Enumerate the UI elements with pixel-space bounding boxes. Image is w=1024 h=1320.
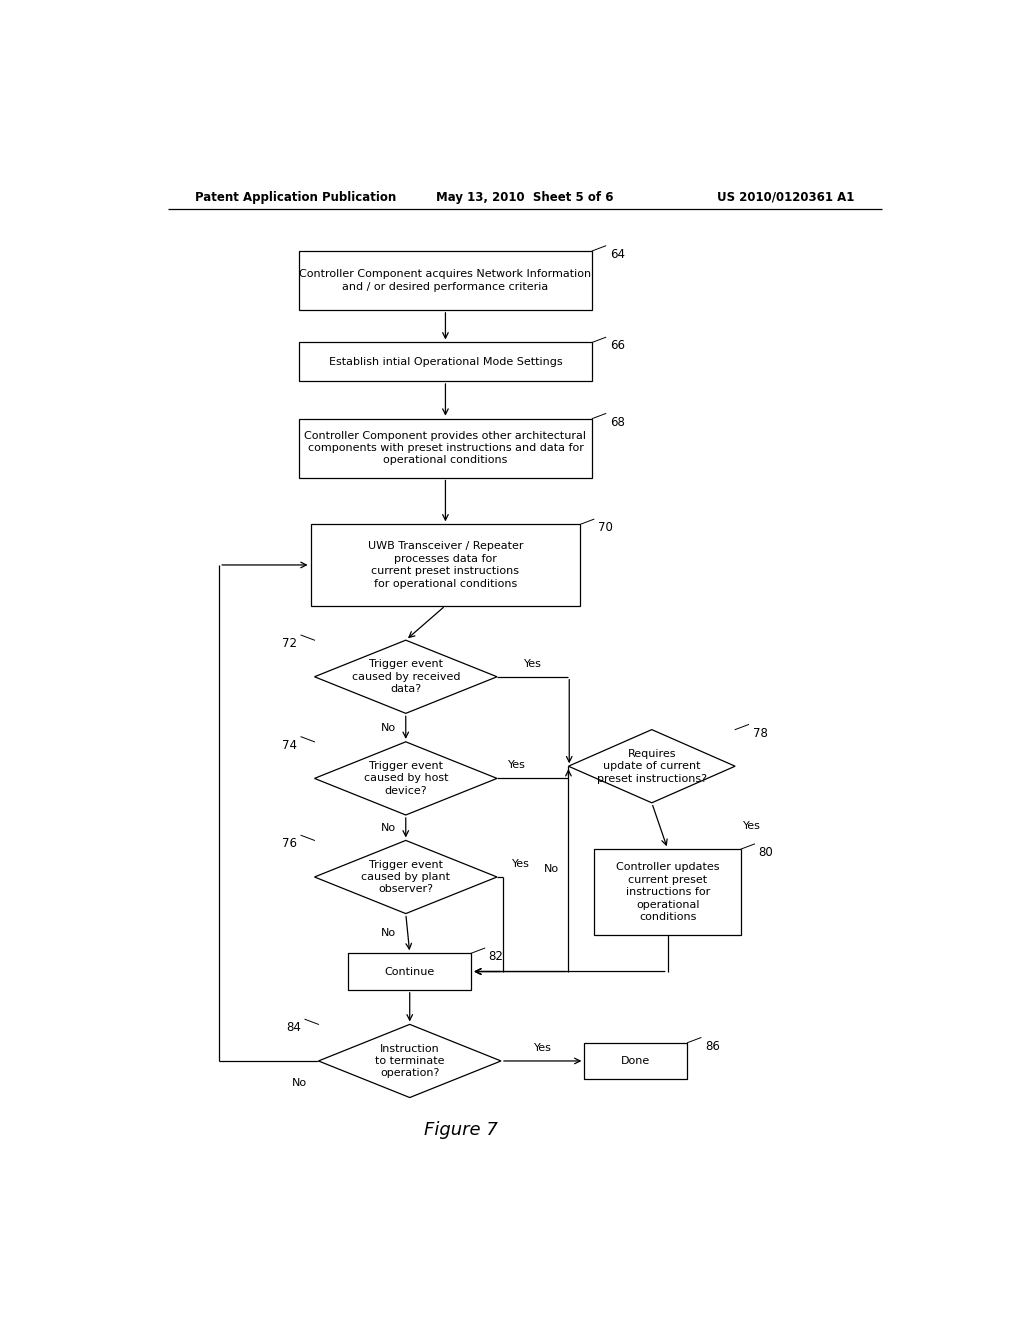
FancyBboxPatch shape — [299, 342, 592, 381]
Text: Yes: Yes — [512, 859, 529, 869]
Text: 66: 66 — [609, 339, 625, 352]
FancyBboxPatch shape — [310, 524, 581, 606]
Text: Trigger event
caused by plant
observer?: Trigger event caused by plant observer? — [361, 859, 451, 895]
Text: May 13, 2010  Sheet 5 of 6: May 13, 2010 Sheet 5 of 6 — [436, 190, 613, 203]
Text: Controller Component provides other architectural
components with preset instruc: Controller Component provides other arch… — [304, 430, 587, 466]
Text: 64: 64 — [609, 248, 625, 261]
Text: 72: 72 — [282, 638, 297, 651]
Polygon shape — [568, 730, 735, 803]
Text: Instruction
to terminate
operation?: Instruction to terminate operation? — [375, 1044, 444, 1078]
Text: 86: 86 — [705, 1040, 720, 1052]
Text: Yes: Yes — [534, 1043, 552, 1053]
Text: 70: 70 — [598, 521, 612, 535]
Text: No: No — [544, 863, 559, 874]
Text: No: No — [381, 928, 396, 939]
Text: No: No — [381, 822, 396, 833]
Text: Trigger event
caused by host
device?: Trigger event caused by host device? — [364, 762, 449, 796]
Text: UWB Transceiver / Repeater
processes data for
current preset instructions
for op: UWB Transceiver / Repeater processes dat… — [368, 541, 523, 589]
Text: Done: Done — [622, 1056, 650, 1067]
Text: Requires
update of current
preset instructions?: Requires update of current preset instru… — [597, 748, 707, 784]
Text: Controller Component acquires Network Information
and / or desired performance c: Controller Component acquires Network In… — [299, 269, 592, 292]
Text: Yes: Yes — [508, 760, 525, 770]
FancyBboxPatch shape — [299, 418, 592, 478]
Text: Controller updates
current preset
instructions for
operational
conditions: Controller updates current preset instru… — [615, 862, 720, 923]
Text: 76: 76 — [282, 837, 297, 850]
Polygon shape — [314, 742, 497, 814]
Text: 84: 84 — [286, 1022, 301, 1035]
Polygon shape — [314, 841, 497, 913]
FancyBboxPatch shape — [348, 953, 471, 990]
Text: Trigger event
caused by received
data?: Trigger event caused by received data? — [351, 660, 460, 694]
Text: Establish intial Operational Mode Settings: Establish intial Operational Mode Settin… — [329, 356, 562, 367]
Text: 68: 68 — [609, 416, 625, 429]
Text: No: No — [292, 1078, 306, 1088]
FancyBboxPatch shape — [585, 1043, 687, 1080]
Text: US 2010/0120361 A1: US 2010/0120361 A1 — [717, 190, 854, 203]
Text: Figure 7: Figure 7 — [424, 1121, 499, 1139]
Polygon shape — [318, 1024, 501, 1097]
FancyBboxPatch shape — [594, 849, 741, 936]
FancyBboxPatch shape — [299, 251, 592, 310]
Text: Patent Application Publication: Patent Application Publication — [196, 190, 396, 203]
Text: Yes: Yes — [524, 659, 542, 668]
Text: Continue: Continue — [385, 966, 435, 977]
Text: 78: 78 — [753, 726, 767, 739]
Text: No: No — [381, 722, 396, 733]
Polygon shape — [314, 640, 497, 713]
Text: Yes: Yes — [743, 821, 761, 830]
Text: 80: 80 — [759, 846, 773, 859]
Text: 74: 74 — [282, 739, 297, 752]
Text: 82: 82 — [488, 950, 504, 964]
